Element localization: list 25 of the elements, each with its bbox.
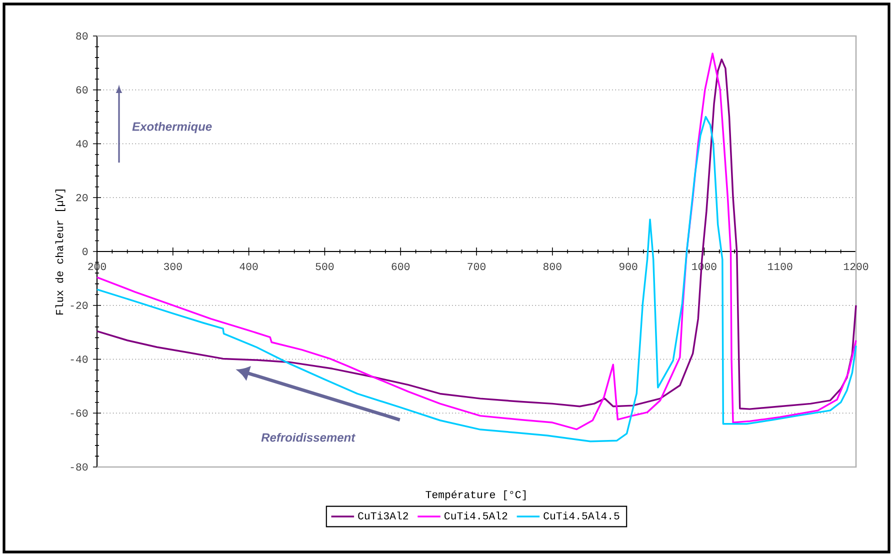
x-tick-label: 900	[619, 262, 638, 270]
y-tick-label: 60	[76, 86, 88, 94]
legend-label: CuTi4.5Al4.5	[544, 512, 620, 520]
y-tick-label: 80	[76, 32, 88, 40]
y-tick-label: 0	[82, 248, 88, 256]
y-tick-label: 20	[76, 194, 88, 202]
y-tick-label: -40	[70, 356, 88, 363]
annotation: Exothermique	[132, 122, 212, 134]
x-tick-label: 1200	[844, 262, 868, 270]
x-tick-label: 700	[468, 262, 486, 270]
y-tick-label: -20	[70, 302, 88, 309]
y-tick-label: -60	[70, 410, 88, 417]
y-tick-label: -80	[70, 463, 88, 471]
annotation: Refroidissement	[261, 432, 356, 442]
x-axis-title: Température [°C]	[426, 490, 526, 500]
x-tick-label: 300	[164, 262, 182, 270]
y-tick-label: 40	[76, 140, 88, 148]
x-tick-label: 400	[240, 262, 258, 270]
x-tick-label: 500	[316, 262, 334, 270]
legend-label: CuTi4.5Al2	[444, 512, 508, 520]
y-axis-title: Flux de chaleur [µV]	[55, 190, 66, 314]
x-tick-label: 600	[392, 262, 410, 270]
x-tick-label: 1100	[768, 262, 792, 270]
x-tick-label: 800	[543, 262, 562, 270]
legend-label: CuTi3Al2	[358, 512, 408, 520]
